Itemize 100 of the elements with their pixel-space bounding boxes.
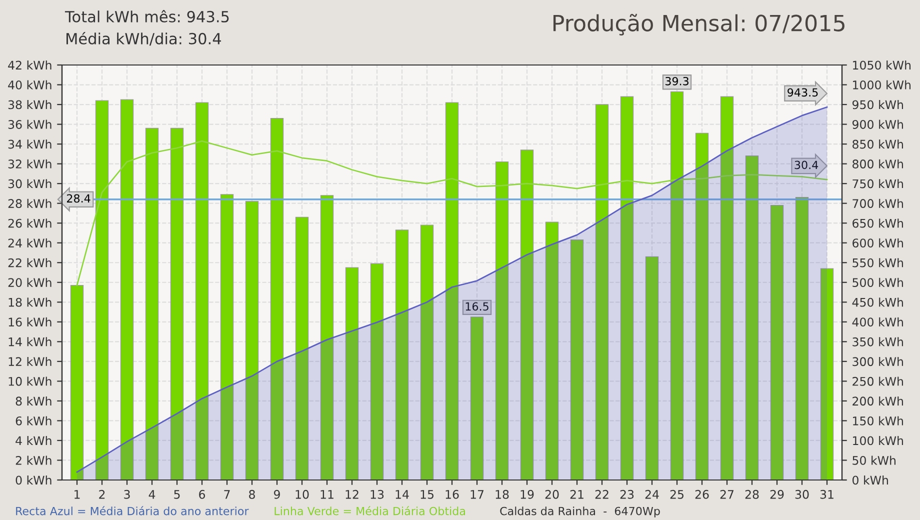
x-tick-label: 31 bbox=[820, 490, 834, 499]
bar bbox=[620, 96, 634, 480]
data-label: 30.4 bbox=[794, 160, 818, 170]
data-label: 16.5 bbox=[466, 302, 488, 311]
x-tick-label: 30 bbox=[795, 490, 809, 499]
text: Total kWh mês: 943.5 bbox=[64, 10, 229, 22]
bar bbox=[745, 156, 759, 480]
bar bbox=[120, 99, 134, 480]
y-tick-label: 8 kWh bbox=[16, 396, 52, 406]
y2-tick-label: 550 kWh bbox=[852, 258, 903, 268]
bar bbox=[720, 96, 734, 480]
bar bbox=[545, 222, 559, 480]
bar bbox=[645, 256, 659, 480]
x-tick-label: 27 bbox=[720, 490, 734, 499]
y2-tick-label: 0 kWh bbox=[852, 476, 888, 485]
y-tick-label: 2 kWh bbox=[16, 456, 52, 465]
y2-tick-label: 50 kWh bbox=[852, 456, 896, 465]
bar bbox=[245, 201, 259, 480]
y2-tick-label: 700 kWh bbox=[852, 198, 903, 208]
x-tick-label: 16 bbox=[446, 490, 459, 499]
y-tick-label: 12 kWh bbox=[8, 356, 52, 366]
x-tick-label: 15 bbox=[420, 490, 434, 499]
bar bbox=[420, 224, 434, 480]
x-tick-label: 4 bbox=[148, 490, 156, 499]
x-tick-label: 24 bbox=[645, 490, 659, 499]
x-tick-label: 18 bbox=[496, 490, 509, 499]
x-tick-label: 28 bbox=[745, 490, 759, 499]
y-tick-label: 14 kWh bbox=[8, 337, 52, 346]
y-tick-label: 42 kWh bbox=[8, 60, 52, 70]
text: Média kWh/dia: 30.4 bbox=[66, 32, 221, 46]
text: Recta Azul = Média Diária do ano anterior bbox=[16, 506, 249, 516]
x-tick-label: 10 bbox=[296, 490, 309, 499]
y-tick-label: 26 kWh bbox=[8, 218, 52, 228]
bar bbox=[320, 195, 334, 480]
bar bbox=[695, 132, 709, 480]
bar bbox=[595, 104, 609, 480]
x-tick-label: 19 bbox=[520, 490, 534, 499]
y2-tick-label: 100 kWh bbox=[853, 436, 903, 446]
y2-tick-label: 1000 kWh bbox=[853, 80, 911, 90]
x-tick-label: 5 bbox=[174, 490, 180, 499]
y-tick-label: 30 kWh bbox=[8, 179, 52, 188]
x-tick-label: 13 bbox=[370, 490, 384, 499]
y2-tick-label: 1050 kWh bbox=[853, 60, 911, 70]
bar bbox=[520, 150, 534, 480]
x-tick-label: 7 bbox=[224, 490, 230, 499]
y2-tick-label: 650 kWh bbox=[852, 218, 903, 228]
x-tick-label: 1 bbox=[74, 490, 80, 499]
data-label: 39.3 bbox=[665, 76, 688, 86]
bar bbox=[820, 268, 834, 480]
y-tick-label: 24 kWh bbox=[8, 238, 52, 248]
x-tick-label: 22 bbox=[595, 490, 608, 499]
x-tick-label: 8 bbox=[249, 490, 255, 499]
y2-tick-label: 450 kWh bbox=[852, 298, 903, 307]
bar bbox=[95, 100, 109, 480]
y-tick-label: 40 kWh bbox=[8, 80, 52, 90]
x-tick-label: 9 bbox=[274, 490, 280, 499]
bar bbox=[220, 194, 234, 480]
data-label: 943.5 bbox=[788, 88, 818, 97]
bar bbox=[570, 240, 584, 480]
y-tick-label: 20 kWh bbox=[8, 278, 52, 288]
x-tick-label: 17 bbox=[470, 490, 484, 499]
text: Linha Verde = Média Diária Obtida bbox=[274, 506, 465, 516]
y-tick-label: 28 kWh bbox=[8, 198, 52, 208]
chart-title: Produção Mensal: 07/2015 bbox=[553, 14, 844, 36]
bar bbox=[295, 216, 309, 480]
y-tick-label: 22 kWh bbox=[8, 258, 52, 268]
x-tick-label: 23 bbox=[620, 490, 634, 499]
y-tick-label: 4 kWh bbox=[16, 436, 52, 445]
y2-tick-label: 500 kWh bbox=[852, 278, 903, 288]
y-tick-label: 36 kWh bbox=[8, 120, 52, 129]
bar bbox=[795, 197, 809, 480]
y2-tick-label: 350 kWh bbox=[852, 337, 903, 346]
y-tick-label: 38 kWh bbox=[8, 100, 52, 110]
x-tick-label: 29 bbox=[770, 490, 784, 499]
bar bbox=[270, 118, 284, 480]
bar bbox=[770, 204, 784, 480]
y-tick-label: 6 kWh bbox=[16, 416, 52, 426]
text: Caldas da Rainha - 6470Wp bbox=[500, 506, 660, 518]
x-tick-label: 12 bbox=[346, 490, 358, 499]
bar bbox=[70, 284, 84, 480]
y2-tick-label: 750 kWh bbox=[852, 179, 903, 188]
y-tick-label: 32 kWh bbox=[8, 159, 52, 168]
bar bbox=[445, 102, 459, 480]
y-tick-label: 16 kWh bbox=[8, 317, 52, 327]
x-tick-label: 14 bbox=[396, 490, 409, 499]
y-tick-label: 18 kWh bbox=[8, 298, 52, 307]
x-tick-label: 20 bbox=[545, 490, 559, 499]
x-tick-label: 6 bbox=[199, 490, 206, 499]
y2-tick-label: 600 kWh bbox=[852, 238, 903, 248]
y-tick-label: 34 kWh bbox=[8, 140, 52, 149]
bar bbox=[345, 267, 359, 480]
y2-tick-label: 400 kWh bbox=[852, 317, 903, 327]
y2-tick-label: 250 kWh bbox=[852, 376, 903, 386]
bar bbox=[145, 128, 159, 480]
bar bbox=[495, 161, 509, 480]
y-tick-label: 0 kWh bbox=[16, 476, 52, 485]
y2-tick-label: 150 kWh bbox=[853, 416, 903, 426]
x-tick-label: 11 bbox=[320, 490, 334, 499]
x-tick-label: 21 bbox=[570, 490, 584, 499]
bar bbox=[395, 230, 409, 480]
